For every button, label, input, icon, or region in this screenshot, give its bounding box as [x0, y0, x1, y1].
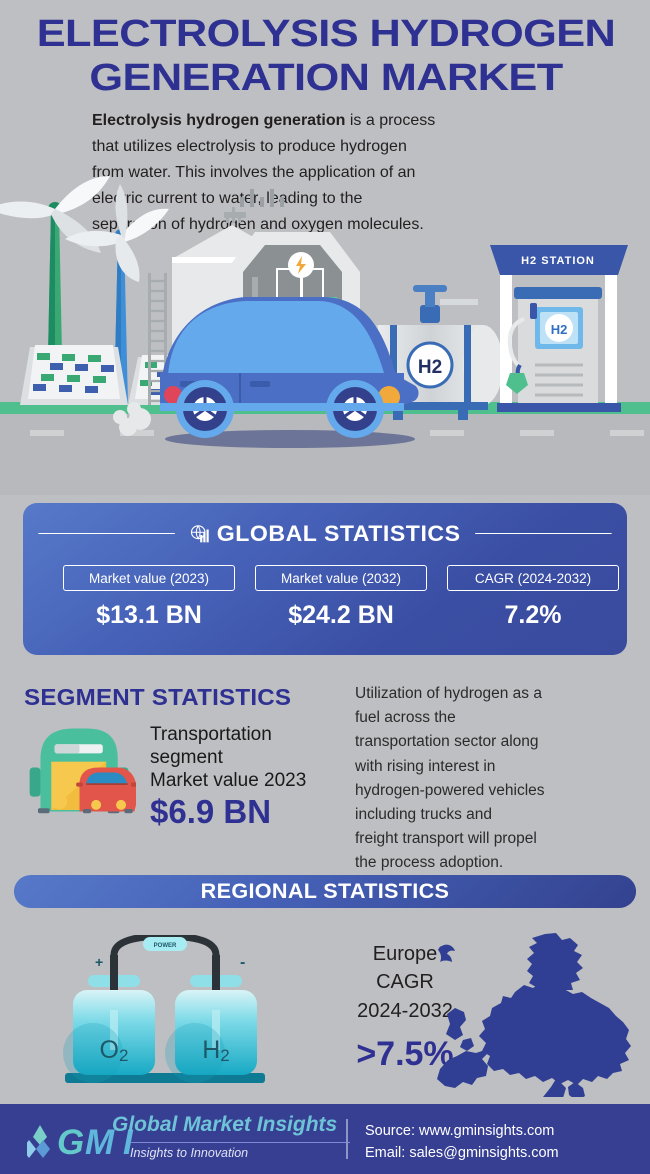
svg-text:+: +	[95, 954, 103, 970]
svg-text:M: M	[85, 1123, 115, 1162]
svg-text:H2: H2	[418, 357, 442, 378]
svg-text:POWER: POWER	[154, 943, 177, 949]
svg-text:-: -	[240, 954, 245, 971]
svg-text:H2: H2	[551, 322, 568, 337]
svg-text:H2 STATION: H2 STATION	[521, 255, 595, 267]
svg-text:G: G	[57, 1123, 84, 1162]
